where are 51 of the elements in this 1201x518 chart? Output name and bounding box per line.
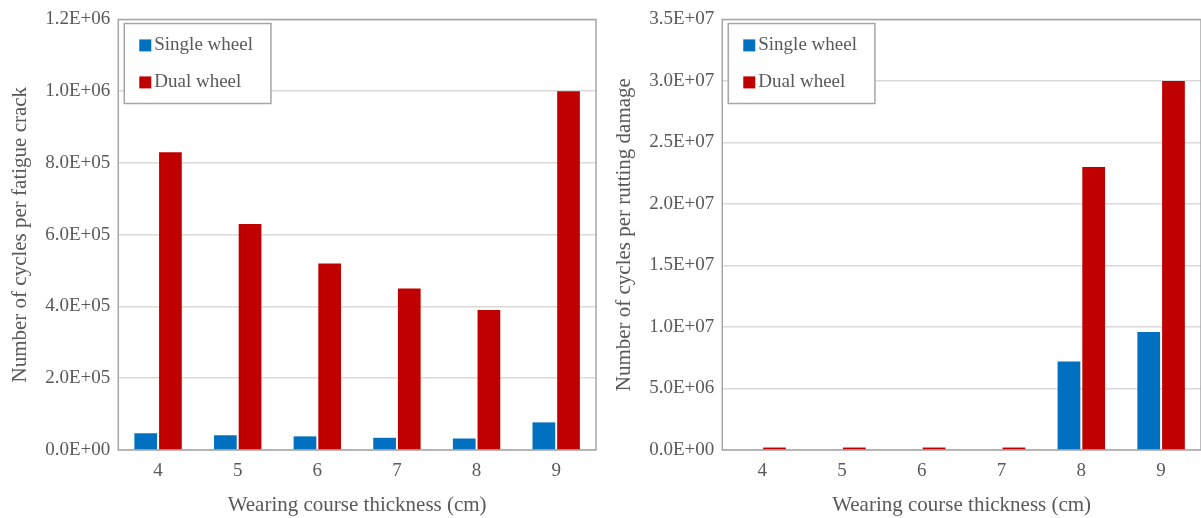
bar: [134, 433, 158, 450]
y-tick-label: 3.5E+07: [649, 7, 715, 29]
y-tick-label: 1.0E+07: [649, 314, 715, 336]
x-tick-label: 8: [1076, 459, 1087, 481]
y-axis-title: Number of cycles per fatigue crack: [7, 86, 32, 383]
x-tick-label: 9: [1156, 459, 1166, 481]
bar: [373, 437, 396, 450]
x-tick-label: 6: [916, 459, 927, 481]
legend-label: Dual wheel: [758, 70, 846, 92]
bar: [293, 436, 317, 450]
x-axis-title: Wearing course thickness (cm): [227, 491, 487, 516]
bar: [318, 263, 342, 450]
bar: [1137, 331, 1161, 450]
x-axis-title: Wearing course thickness (cm): [832, 491, 1092, 516]
y-tick-label: 1.0E+06: [45, 79, 111, 101]
x-tick-label: 5: [837, 459, 847, 481]
bar: [238, 223, 262, 450]
x-tick-label: 8: [471, 459, 482, 481]
y-tick-label: 2.0E+07: [649, 191, 715, 213]
legend-label: Single wheel: [154, 33, 253, 55]
y-tick-label: 0.0E+00: [45, 437, 111, 459]
bar: [1082, 167, 1106, 450]
bar: [397, 288, 421, 450]
bar: [159, 152, 182, 450]
y-axis-title: Number of cycles per rutting damage: [611, 78, 636, 392]
y-tick-label: 2.0E+05: [45, 366, 111, 388]
bar: [477, 310, 501, 450]
bar: [1162, 80, 1185, 450]
legend-label: Single wheel: [758, 33, 857, 55]
y-tick-label: 0.0E+00: [649, 437, 715, 459]
legend-label: Dual wheel: [154, 70, 242, 92]
x-tick-label: 4: [757, 459, 768, 481]
y-tick-label: 8.0E+05: [45, 150, 111, 172]
y-tick-label: 1.2E+06: [45, 7, 111, 29]
y-tick-label: 4.0E+05: [45, 294, 111, 316]
y-tick-label: 3.0E+07: [649, 68, 715, 90]
y-tick-label: 6.0E+05: [45, 222, 111, 244]
x-tick-label: 7: [996, 459, 1007, 481]
x-tick-label: 5: [232, 459, 243, 481]
x-tick-label: 4: [153, 459, 164, 481]
bar: [452, 438, 476, 450]
y-tick-label: 1.5E+07: [649, 253, 715, 275]
y-tick-label: 5.0E+06: [649, 376, 715, 398]
bar: [1057, 361, 1081, 450]
x-tick-label: 7: [392, 459, 402, 481]
x-tick-label: 6: [312, 459, 323, 481]
bar: [557, 91, 580, 450]
y-tick-label: 2.5E+07: [649, 130, 715, 152]
bar: [214, 435, 237, 450]
bar: [532, 422, 556, 450]
x-tick-label: 9: [551, 459, 561, 481]
